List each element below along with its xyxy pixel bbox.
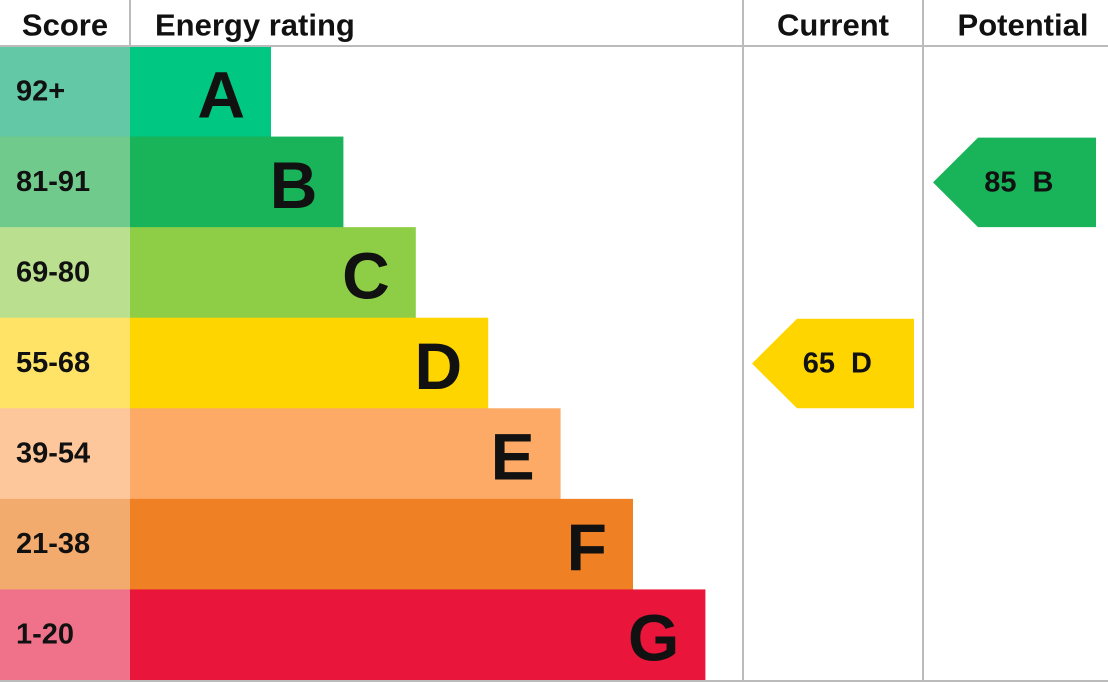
rating-letter: C <box>342 238 390 312</box>
score-label: 21-38 <box>16 528 90 560</box>
header-rating: Energy rating <box>155 8 355 43</box>
potential-arrow <box>933 137 1096 228</box>
score-label: 39-54 <box>16 438 90 470</box>
rating-letter: B <box>270 148 318 222</box>
score-cell <box>0 408 130 500</box>
score-cell <box>0 589 130 681</box>
current-letter: D <box>851 348 872 380</box>
rating-letter: E <box>491 420 535 494</box>
rating-bar <box>130 227 416 319</box>
score-label: 1-20 <box>16 619 74 651</box>
score-cell <box>0 136 130 228</box>
score-label: 55-68 <box>16 347 90 379</box>
rating-bar <box>130 589 706 681</box>
rating-bar <box>130 317 489 409</box>
score-label: 69-80 <box>16 256 90 288</box>
current-value: 65 <box>803 348 835 380</box>
score-cell <box>0 46 130 138</box>
rating-letter: D <box>415 329 463 403</box>
score-label: 92+ <box>16 75 65 107</box>
rating-letter: G <box>628 601 679 675</box>
score-cell <box>0 498 130 590</box>
rating-bar <box>130 498 633 590</box>
score-cell <box>0 317 130 409</box>
rating-bar <box>130 136 344 228</box>
rating-letter: F <box>567 510 607 584</box>
header-potential: Potential <box>958 8 1089 43</box>
rating-letter: A <box>197 57 245 131</box>
score-cell <box>0 227 130 319</box>
rating-bar <box>130 408 561 500</box>
header-current: Current <box>777 8 889 43</box>
potential-letter: B <box>1033 166 1054 198</box>
current-arrow <box>752 318 914 409</box>
score-label: 81-91 <box>16 166 90 198</box>
potential-value: 85 <box>984 166 1016 198</box>
header-score: Score <box>22 8 108 43</box>
rating-bar <box>130 46 271 138</box>
